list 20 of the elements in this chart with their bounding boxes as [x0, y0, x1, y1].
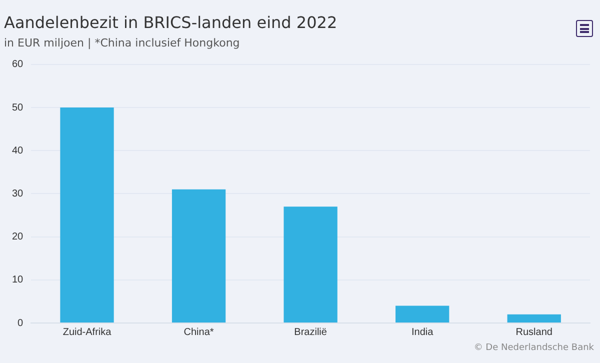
- bar: [507, 314, 561, 322]
- chart-title: Aandelenbezit in BRICS-landen eind 2022: [4, 12, 338, 32]
- text: © De Nederlandsche Bank: [474, 342, 595, 353]
- bar: [172, 189, 226, 322]
- y-tick-label: 0: [18, 318, 24, 329]
- bar: [284, 206, 338, 322]
- y-tick-label: 60: [12, 59, 24, 70]
- bar: [396, 306, 450, 322]
- x-tick-label: Rusland: [516, 326, 552, 338]
- y-tick-label: 40: [12, 145, 24, 156]
- bar: [60, 108, 114, 322]
- chart-subtitle: in EUR miljoen | *China inclusief Hongkong: [4, 36, 240, 50]
- x-tick-label: India: [411, 326, 434, 338]
- y-tick-label: 30: [12, 188, 24, 200]
- y-tick-label: 10: [12, 274, 24, 286]
- y-tick-label: 50: [12, 102, 24, 114]
- y-tick-label: 20: [12, 232, 24, 243]
- x-tick-label: China*: [184, 326, 214, 338]
- x-tick-label: Brazilië: [294, 326, 328, 338]
- x-tick-label: Zuid-Afrika: [62, 326, 112, 338]
